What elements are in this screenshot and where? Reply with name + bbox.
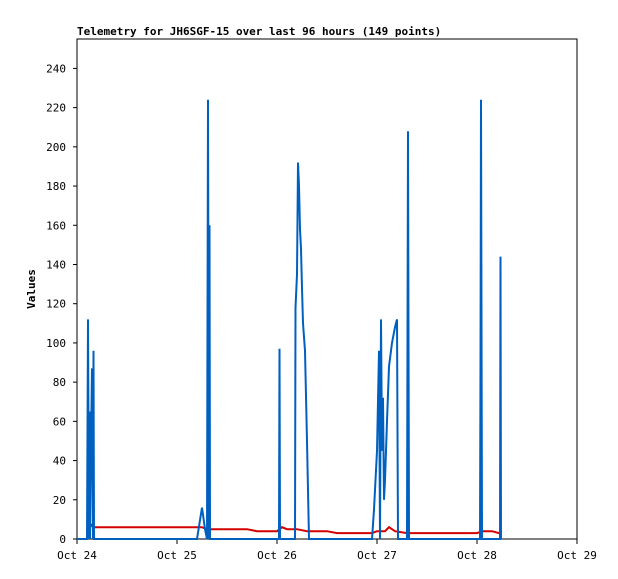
x-axis: Oct 24 Oct 25 Oct 26 Oct 27 Oct 28 Oct 29 [57,539,597,562]
chart-title: Telemetry for JH6SGF-15 over last 96 hou… [77,25,441,38]
series-line-2 [77,99,502,540]
series-layer [77,99,502,540]
plot-area-frame [76,38,578,540]
y-tick-label: 20 [53,494,66,507]
y-axis: 0 20 40 60 80 100 120 140 160 180 200 220 240 [46,62,77,546]
y-tick-label: 40 [53,455,66,468]
series-line-1 [88,520,501,535]
y-tick-label: 80 [53,376,66,389]
y-tick-label: 140 [46,258,66,271]
x-tick-label: Oct 28 [457,549,497,562]
y-tick-label: 240 [46,62,66,75]
y-tick-label: 180 [46,180,66,193]
y-tick-label: 0 [59,533,66,546]
x-tick-label: Oct 26 [257,549,297,562]
x-tick-label: Oct 24 [57,549,97,562]
y-axis-label: Values [25,269,38,309]
x-tick-label: Oct 27 [357,549,397,562]
y-tick-label: 200 [46,141,66,154]
y-tick-label: 220 [46,102,66,115]
y-tick-label: 160 [46,219,66,232]
x-tick-label: Oct 29 [557,549,597,562]
y-tick-label: 60 [53,415,66,428]
y-tick-label: 100 [46,337,66,350]
x-tick-label: Oct 25 [157,549,197,562]
y-tick-label: 120 [46,298,66,311]
